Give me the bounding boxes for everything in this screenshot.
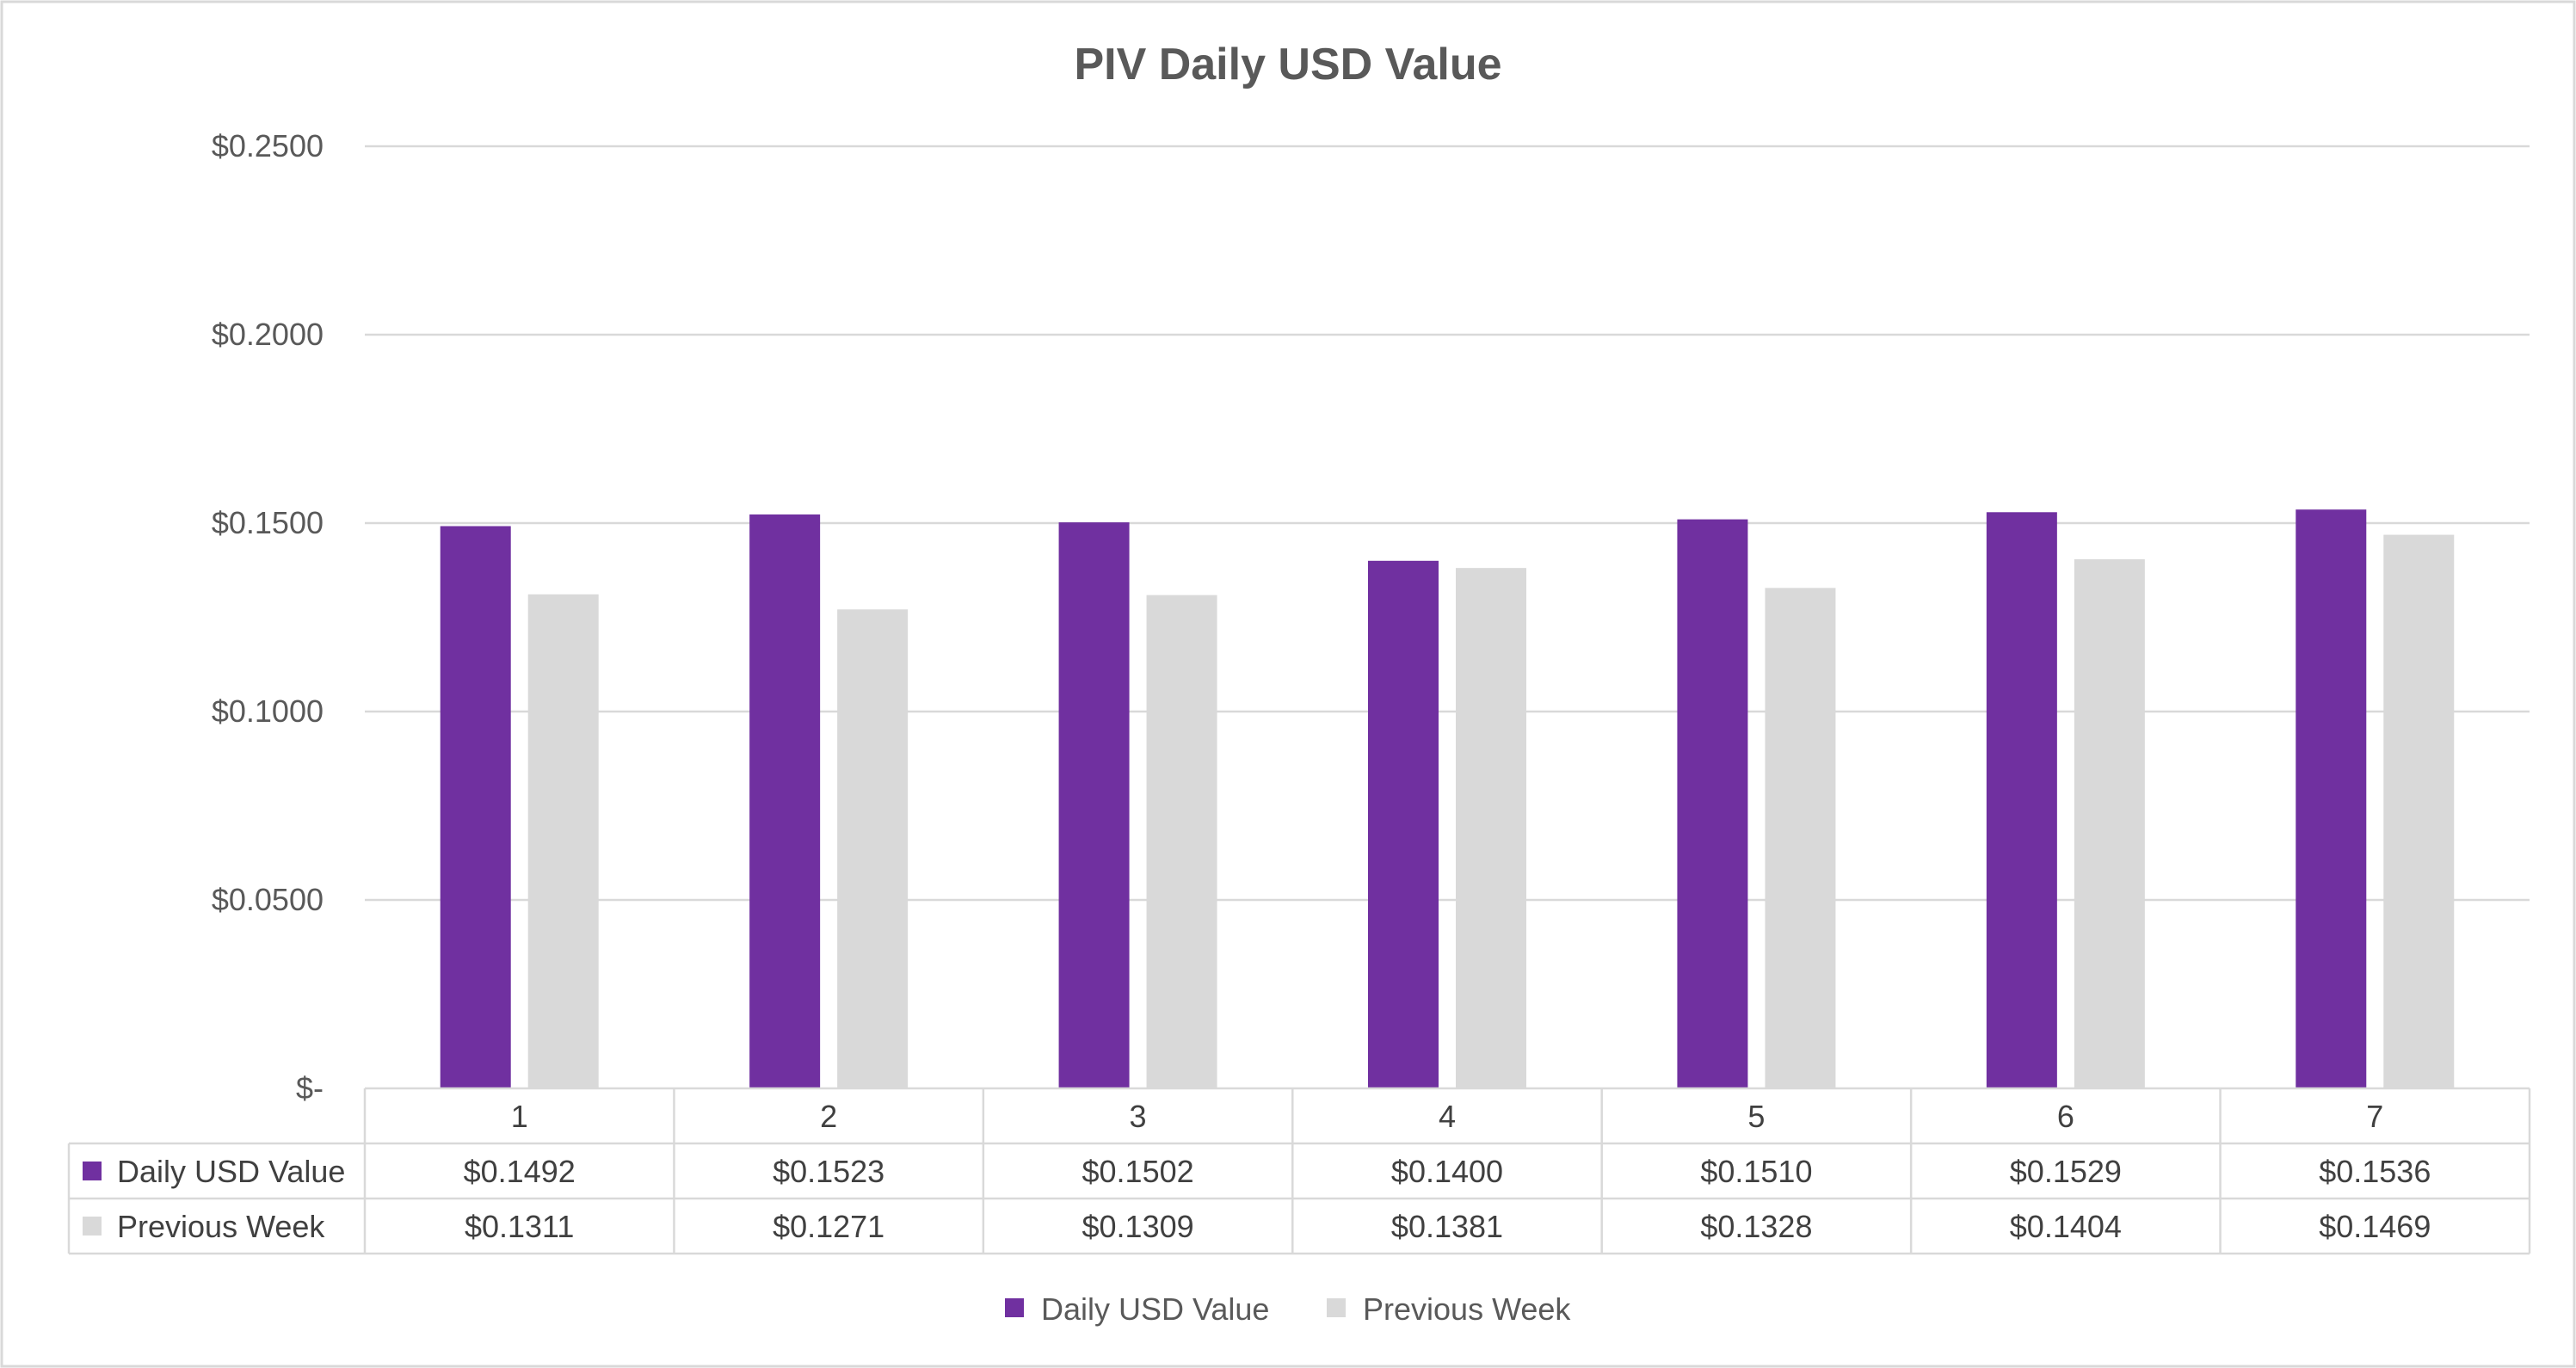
bar-previous-week (2074, 559, 2145, 1088)
data-label: $0.1502 (1082, 1154, 1194, 1189)
bar-previous-week (1146, 595, 1217, 1088)
data-label: $0.1271 (773, 1209, 884, 1244)
bar-previous-week (1456, 568, 1526, 1088)
x-tick-label: 5 (1747, 1099, 1765, 1134)
data-label: $0.1510 (1700, 1154, 1812, 1189)
x-tick-label: 6 (2057, 1099, 2074, 1134)
bar-daily (1058, 522, 1130, 1088)
data-label: $0.1309 (1082, 1209, 1194, 1244)
legend-key-daily (1005, 1298, 1024, 1317)
data-label: $0.1381 (1391, 1209, 1503, 1244)
y-tick-label: $0.1000 (212, 693, 324, 729)
bar-previous-week (527, 594, 599, 1088)
data-label: $0.1536 (2319, 1154, 2431, 1189)
legend: Daily USD Value Previous Week (1005, 1291, 1571, 1327)
bar-daily (1677, 519, 1748, 1088)
data-label: $0.1469 (2319, 1209, 2431, 1244)
legend-label: Daily USD Value (1041, 1291, 1269, 1327)
gridlines (365, 145, 2530, 902)
bar-previous-week (2383, 534, 2455, 1088)
y-tick-label: $- (296, 1070, 324, 1106)
bar-previous-week (1765, 588, 1836, 1088)
data-label: $0.1492 (464, 1154, 576, 1189)
y-axis-tick-labels: $- $0.0500 $0.1000 $0.1500 $0.2000 $0.2500 (212, 128, 324, 1106)
x-tick-label: 2 (820, 1099, 837, 1134)
x-tick-label: 4 (1439, 1099, 1456, 1134)
data-label: $0.1529 (2010, 1154, 2122, 1189)
table-series-label: Previous Week (117, 1209, 325, 1244)
data-label: $0.1311 (465, 1209, 574, 1244)
data-label: $0.1328 (1700, 1209, 1812, 1244)
bar-daily (1986, 512, 2057, 1088)
bar-daily (2296, 509, 2367, 1088)
data-table: 1 2 3 4 5 6 7 Daily USD Value $0.1492 $0.1523 $0.1… (67, 1087, 2531, 1255)
y-tick-label: $0.2500 (212, 128, 324, 163)
x-tick-label: 1 (511, 1099, 528, 1134)
data-label: $0.1523 (773, 1154, 884, 1189)
x-tick-label: 3 (1130, 1099, 1147, 1134)
chart-title: PIV Daily USD Value (1074, 40, 1501, 89)
data-label: $0.1404 (2010, 1209, 2122, 1244)
bar-daily (440, 526, 511, 1088)
y-tick-label: $0.2000 (212, 317, 324, 352)
table-legend-key (83, 1162, 102, 1180)
legend-label: Previous Week (1363, 1291, 1571, 1327)
data-label: $0.1400 (1391, 1154, 1503, 1189)
bars (440, 509, 2455, 1088)
legend-key-previous-week (1327, 1298, 1346, 1317)
y-tick-label: $0.1500 (212, 505, 324, 540)
table-legend-key (83, 1217, 102, 1236)
table-series-label: Daily USD Value (117, 1154, 345, 1189)
bar-daily (749, 514, 821, 1088)
bar-previous-week (837, 609, 909, 1088)
x-tick-label: 7 (2366, 1099, 2383, 1134)
bar-daily (1368, 560, 1439, 1088)
y-tick-label: $0.0500 (212, 882, 324, 917)
